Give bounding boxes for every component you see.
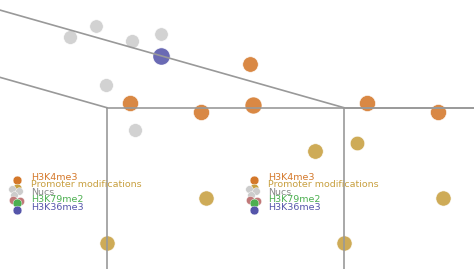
Point (131, 128, 139, 132)
Point (245, 187, 253, 192)
Point (16, 199, 24, 203)
Point (66, 34, 73, 39)
Point (10, 193, 18, 197)
Point (9, 198, 17, 202)
Point (250, 178, 257, 182)
Point (246, 62, 254, 66)
Point (246, 198, 254, 202)
Point (439, 196, 447, 200)
Point (102, 83, 110, 87)
Point (252, 189, 260, 193)
Text: Promoter modifications: Promoter modifications (31, 180, 141, 189)
Text: H3K4me3: H3K4me3 (268, 172, 314, 182)
Point (311, 149, 319, 153)
Point (13, 208, 20, 213)
Point (13, 186, 20, 190)
Point (253, 199, 261, 203)
Point (197, 110, 204, 114)
Text: Nucs: Nucs (31, 187, 54, 197)
Point (128, 39, 136, 43)
Point (202, 196, 210, 200)
Point (249, 102, 256, 107)
Point (13, 201, 20, 205)
Point (15, 189, 23, 193)
Text: Nucs: Nucs (268, 187, 291, 197)
Point (434, 110, 441, 114)
Point (363, 101, 371, 105)
Point (157, 31, 165, 36)
Point (8, 187, 16, 192)
Point (250, 186, 257, 190)
Text: Promoter modifications: Promoter modifications (268, 180, 378, 189)
Text: H3K79me2: H3K79me2 (31, 195, 83, 204)
Point (13, 178, 20, 182)
Text: H3K36me3: H3K36me3 (268, 203, 320, 212)
Point (126, 101, 134, 105)
Point (247, 193, 255, 197)
Point (103, 241, 110, 245)
Text: H3K79me2: H3K79me2 (268, 195, 320, 204)
Point (157, 54, 165, 58)
Text: H3K36me3: H3K36me3 (31, 203, 83, 212)
Point (353, 140, 361, 145)
Point (250, 208, 257, 213)
Point (340, 241, 347, 245)
Text: H3K4me3: H3K4me3 (31, 172, 77, 182)
Point (250, 201, 257, 205)
Point (92, 24, 100, 29)
